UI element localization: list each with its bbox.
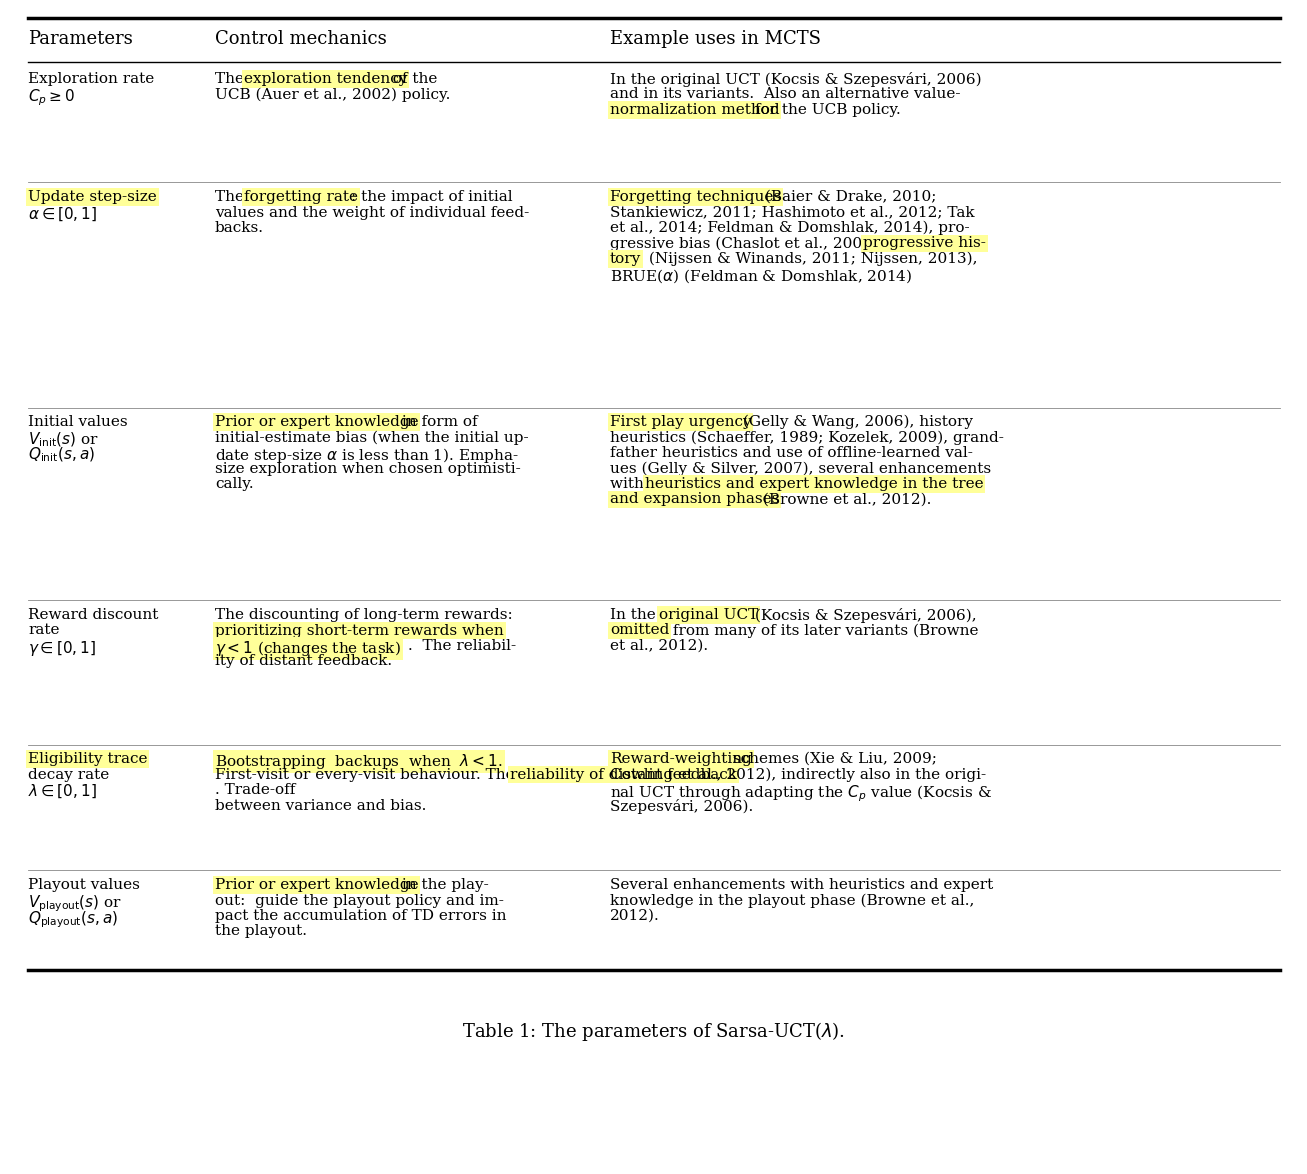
Text: with: with <box>610 477 648 491</box>
Text: the playout.: the playout. <box>214 924 307 938</box>
Text: Table 1: The parameters of Sarsa-UCT($\lambda$).: Table 1: The parameters of Sarsa-UCT($\l… <box>461 1020 846 1043</box>
Text: (Kocsis & Szepesvári, 2006),: (Kocsis & Szepesvári, 2006), <box>750 608 976 623</box>
Text: Prior or expert knowledge: Prior or expert knowledge <box>214 414 418 429</box>
Text: et al., 2014; Feldman & Domshlak, 2014), pro-: et al., 2014; Feldman & Domshlak, 2014),… <box>610 221 970 236</box>
Text: $Q_{\mathrm{playout}}(s,a)$: $Q_{\mathrm{playout}}(s,a)$ <box>27 909 118 930</box>
Text: (Browne et al., 2012).: (Browne et al., 2012). <box>758 493 932 506</box>
Text: Forgetting techniques: Forgetting techniques <box>610 190 782 204</box>
Text: for the UCB policy.: for the UCB policy. <box>750 103 901 117</box>
Text: tory: tory <box>610 252 642 266</box>
Text: $V_{\mathrm{init}}(s)$ or: $V_{\mathrm{init}}(s)$ or <box>27 431 99 448</box>
Text: exploration tendency: exploration tendency <box>244 72 408 86</box>
Text: in the play-: in the play- <box>397 878 489 892</box>
Text: decay rate: decay rate <box>27 768 110 782</box>
Text: reliability of distant feedback: reliability of distant feedback <box>510 768 737 782</box>
Text: UCB (Auer et al., 2002) policy.: UCB (Auer et al., 2002) policy. <box>214 88 451 102</box>
Text: $\gamma < 1$ (changes the task): $\gamma < 1$ (changes the task) <box>214 639 401 657</box>
Text: values and the weight of individual feed-: values and the weight of individual feed… <box>214 205 529 220</box>
Text: of the: of the <box>383 72 438 86</box>
Text: (Gelly & Wang, 2006), history: (Gelly & Wang, 2006), history <box>738 414 972 430</box>
Text: schemes (Xie & Liu, 2009;: schemes (Xie & Liu, 2009; <box>728 753 937 765</box>
Text: Parameters: Parameters <box>27 31 133 48</box>
Text: backs.: backs. <box>214 221 264 235</box>
Text: Initial values: Initial values <box>27 414 128 429</box>
Text: out:  guide the playout policy and im-: out: guide the playout policy and im- <box>214 893 505 908</box>
Text: and expansion phases: and expansion phases <box>610 493 779 506</box>
Text: forgetting rate: forgetting rate <box>244 190 358 204</box>
Text: cally.: cally. <box>214 477 254 491</box>
Text: ity of distant feedback.: ity of distant feedback. <box>214 654 392 668</box>
Text: Several enhancements with heuristics and expert: Several enhancements with heuristics and… <box>610 878 993 892</box>
Text: initial-estimate bias (when the initial up-: initial-estimate bias (when the initial … <box>214 431 528 445</box>
Text: Eligibility trace: Eligibility trace <box>27 753 148 765</box>
Text: $\lambda \in [0, 1]$: $\lambda \in [0, 1]$ <box>27 783 97 801</box>
Text: The: The <box>214 72 254 86</box>
Text: size exploration when chosen optimisti-: size exploration when chosen optimisti- <box>214 461 520 475</box>
Text: The: The <box>214 190 248 204</box>
Text: progressive his-: progressive his- <box>863 236 985 250</box>
Text: .  The reliabil-: . The reliabil- <box>408 639 516 653</box>
Text: In the original UCT (Kocsis & Szepesvári, 2006): In the original UCT (Kocsis & Szepesvári… <box>610 72 982 87</box>
Text: and in its variants.  Also an alternative value-: and in its variants. Also an alternative… <box>610 88 961 101</box>
Text: Bootstrapping  backups  when  $\lambda < 1$.: Bootstrapping backups when $\lambda < 1$… <box>214 753 503 771</box>
Text: 2012).: 2012). <box>610 909 660 923</box>
Text: normalization method: normalization method <box>610 103 779 117</box>
Text: $\alpha \in [0, 1]$: $\alpha \in [0, 1]$ <box>27 205 97 223</box>
Text: nal UCT through adapting the $C_p$ value (Kocsis &: nal UCT through adapting the $C_p$ value… <box>610 783 992 803</box>
Text: in form of: in form of <box>397 414 477 429</box>
Text: ues (Gelly & Silver, 2007), several enhancements: ues (Gelly & Silver, 2007), several enha… <box>610 461 991 475</box>
Text: prioritizing short-term rewards when: prioritizing short-term rewards when <box>214 623 503 637</box>
Text: original UCT: original UCT <box>659 608 758 622</box>
Text: rate: rate <box>27 623 60 637</box>
Text: First-visit or every-visit behaviour. The: First-visit or every-visit behaviour. Th… <box>214 768 519 782</box>
Text: et al., 2012).: et al., 2012). <box>610 639 708 653</box>
Text: (Baier & Drake, 2010;: (Baier & Drake, 2010; <box>759 190 936 204</box>
Text: Update step-size: Update step-size <box>27 190 157 204</box>
Text: $Q_{\mathrm{init}}(s, a)$: $Q_{\mathrm{init}}(s, a)$ <box>27 446 95 465</box>
Text: Szepesvári, 2006).: Szepesvári, 2006). <box>610 798 753 814</box>
Text: The discounting of long-term rewards:: The discounting of long-term rewards: <box>214 608 512 622</box>
Text: In the: In the <box>610 608 660 622</box>
Text: gressive bias (Chaslot et al., 2008),: gressive bias (Chaslot et al., 2008), <box>610 236 887 251</box>
Text: $V_{\mathrm{playout}}(s)$ or: $V_{\mathrm{playout}}(s)$ or <box>27 893 122 915</box>
Text: Cowling et al., 2012), indirectly also in the origi-: Cowling et al., 2012), indirectly also i… <box>610 768 985 782</box>
Text: . Trade-off: . Trade-off <box>214 783 295 797</box>
Text: date step-size $\alpha$ is less than 1). Empha-: date step-size $\alpha$ is less than 1).… <box>214 446 519 465</box>
Text: $\gamma \in [0, 1]$: $\gamma \in [0, 1]$ <box>27 639 97 657</box>
Text: First play urgency: First play urgency <box>610 414 752 429</box>
Text: father heuristics and use of offline-learned val-: father heuristics and use of offline-lea… <box>610 446 972 460</box>
Text: : the impact of initial: : the impact of initial <box>352 190 512 204</box>
Text: Playout values: Playout values <box>27 878 140 892</box>
Text: BRUE($\alpha$) (Feldman & Domshlak, 2014): BRUE($\alpha$) (Feldman & Domshlak, 2014… <box>610 268 912 285</box>
Text: from many of its later variants (Browne: from many of its later variants (Browne <box>668 623 979 637</box>
Text: Reward-weighting: Reward-weighting <box>610 753 752 765</box>
Text: omitted: omitted <box>610 623 669 637</box>
Text: (Nijssen & Winands, 2011; Nijssen, 2013),: (Nijssen & Winands, 2011; Nijssen, 2013)… <box>644 252 978 266</box>
Text: heuristics (Schaeffer, 1989; Kozelek, 2009), grand-: heuristics (Schaeffer, 1989; Kozelek, 20… <box>610 431 1004 445</box>
Text: Example uses in MCTS: Example uses in MCTS <box>610 31 821 48</box>
Text: pact the accumulation of TD errors in: pact the accumulation of TD errors in <box>214 909 507 923</box>
Text: Exploration rate: Exploration rate <box>27 72 154 86</box>
Text: heuristics and expert knowledge in the tree: heuristics and expert knowledge in the t… <box>644 477 984 491</box>
Text: Control mechanics: Control mechanics <box>214 31 387 48</box>
Text: Reward discount: Reward discount <box>27 608 158 622</box>
Text: $C_p \geq 0$: $C_p \geq 0$ <box>27 88 76 108</box>
Text: Stankiewicz, 2011; Hashimoto et al., 2012; Tak: Stankiewicz, 2011; Hashimoto et al., 201… <box>610 205 975 220</box>
Text: Prior or expert knowledge: Prior or expert knowledge <box>214 878 418 892</box>
Text: between variance and bias.: between variance and bias. <box>214 798 426 812</box>
Text: knowledge in the playout phase (Browne et al.,: knowledge in the playout phase (Browne e… <box>610 893 975 908</box>
